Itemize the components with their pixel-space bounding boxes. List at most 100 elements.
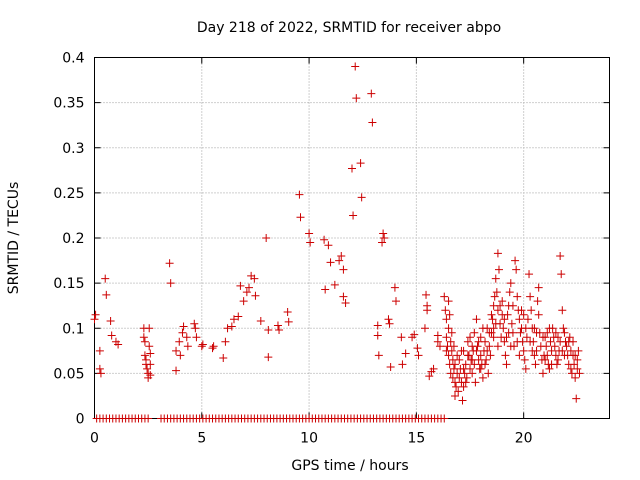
data-point — [494, 265, 503, 274]
data-point — [410, 330, 419, 339]
data-point — [452, 382, 461, 391]
data-point — [178, 328, 187, 337]
data-points — [90, 62, 584, 423]
data-point — [295, 190, 304, 199]
data-point — [472, 346, 481, 355]
data-point — [556, 337, 565, 346]
data-point — [502, 360, 511, 369]
data-point — [493, 306, 502, 315]
data-point — [565, 333, 574, 342]
data-point — [401, 349, 410, 358]
data-point — [435, 342, 444, 351]
data-point — [91, 310, 100, 319]
data-point — [425, 372, 434, 381]
data-point — [534, 310, 543, 319]
data-point — [547, 346, 556, 355]
data-point — [484, 369, 493, 378]
data-point — [357, 193, 366, 202]
data-point — [530, 324, 539, 333]
data-point — [146, 360, 155, 369]
y-tick-label: 0.05 — [53, 366, 84, 382]
data-point — [440, 292, 449, 301]
data-point — [305, 229, 314, 238]
data-point — [191, 324, 200, 333]
data-point — [463, 337, 472, 346]
data-point — [449, 342, 458, 351]
data-point — [320, 235, 329, 244]
data-point — [172, 366, 181, 375]
data-point — [523, 315, 532, 324]
data-point — [551, 351, 560, 360]
data-point — [451, 391, 459, 400]
y-tick-label: 0.4 — [62, 51, 84, 67]
data-point — [506, 342, 515, 351]
data-point — [209, 342, 218, 351]
data-point — [379, 229, 388, 238]
data-point — [483, 346, 492, 355]
data-point — [498, 297, 507, 306]
data-point — [521, 364, 530, 373]
data-point — [474, 337, 483, 346]
data-point — [229, 315, 238, 324]
x-tick-label: 20 — [515, 431, 533, 447]
data-point — [462, 373, 471, 382]
data-point — [571, 373, 580, 382]
data-point — [504, 328, 513, 337]
data-point — [166, 279, 175, 288]
data-point — [145, 342, 154, 351]
x-axis-label: GPS time / hours — [291, 458, 408, 474]
data-point — [466, 333, 475, 342]
data-point — [380, 234, 389, 242]
data-point — [508, 301, 517, 310]
data-point — [485, 342, 494, 351]
data-point — [533, 297, 542, 306]
data-point — [386, 363, 395, 372]
data-point — [457, 346, 466, 355]
data-point — [190, 319, 199, 328]
data-point — [223, 324, 232, 333]
data-point — [559, 324, 568, 333]
data-point — [321, 285, 330, 294]
data-point — [414, 351, 423, 360]
data-point — [500, 315, 509, 324]
data-point — [512, 265, 521, 274]
data-point — [491, 274, 500, 283]
data-point — [208, 344, 217, 353]
data-point — [459, 382, 468, 391]
data-point — [476, 364, 485, 373]
y-axis-label: SRMTID / TECUs — [6, 182, 22, 295]
data-point — [455, 355, 464, 364]
data-point — [349, 211, 358, 220]
x-tick-labels: 0 5 10 15 20 — [90, 431, 533, 447]
y-tick-label: 0.15 — [53, 276, 84, 292]
data-point — [351, 62, 360, 71]
data-point — [519, 310, 528, 319]
data-point — [503, 310, 512, 319]
data-point — [511, 256, 520, 265]
data-point — [557, 270, 566, 279]
data-point — [143, 364, 152, 373]
data-point — [574, 346, 583, 355]
data-point — [446, 337, 455, 346]
data-point — [144, 414, 153, 423]
data-point — [571, 351, 580, 360]
data-point — [530, 351, 539, 360]
data-point — [470, 360, 479, 369]
data-point — [183, 342, 192, 351]
data-point — [569, 337, 578, 346]
data-point — [482, 355, 491, 364]
data-point — [373, 321, 382, 330]
data-point — [541, 355, 550, 364]
data-point — [543, 328, 552, 337]
data-point — [422, 290, 431, 299]
data-point — [478, 373, 487, 382]
x-tick-label: 5 — [197, 431, 206, 447]
data-point — [562, 342, 571, 351]
data-point — [558, 306, 567, 315]
data-point — [459, 364, 468, 373]
data-point — [532, 328, 541, 337]
data-point — [560, 351, 569, 360]
data-point — [165, 259, 174, 268]
data-point — [517, 306, 526, 315]
data-point — [570, 360, 579, 369]
